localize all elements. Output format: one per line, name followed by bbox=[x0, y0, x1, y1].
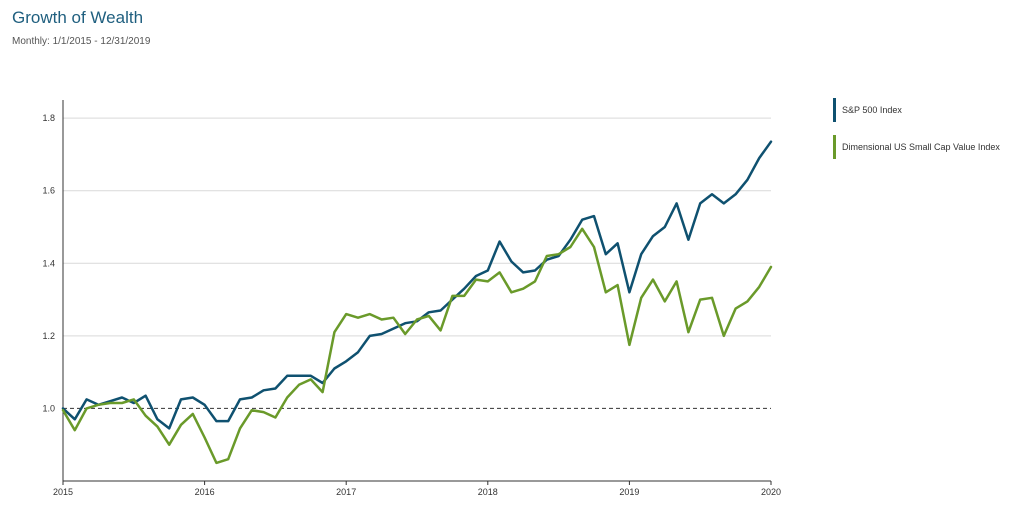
x-tick-label: 2016 bbox=[195, 487, 215, 497]
x-tick-label: 2017 bbox=[336, 487, 356, 497]
y-tick-labels: 1.0 1.2 1.4 1.6 1.8 bbox=[42, 113, 55, 413]
series-line-small-cap-value bbox=[61, 227, 773, 465]
legend-swatch bbox=[833, 98, 836, 122]
legend-label: S&P 500 Index bbox=[842, 105, 902, 115]
series-line-sp500 bbox=[61, 140, 773, 430]
series-lines bbox=[61, 140, 773, 465]
legend: S&P 500 Index Dimensional US Small Cap Va… bbox=[833, 98, 1000, 159]
y-tick-label: 1.8 bbox=[42, 113, 55, 123]
x-tick-label: 2019 bbox=[619, 487, 639, 497]
x-tick-label: 2015 bbox=[53, 487, 73, 497]
gridlines bbox=[63, 117, 771, 337]
x-tick-label: 2020 bbox=[761, 487, 781, 497]
y-tick-label: 1.0 bbox=[42, 403, 55, 413]
legend-item: Dimensional US Small Cap Value Index bbox=[833, 135, 1000, 159]
x-tick-labels: 2015 2016 2017 2018 2019 2020 bbox=[53, 481, 781, 497]
x-tick-label: 2018 bbox=[478, 487, 498, 497]
y-tick-label: 1.2 bbox=[42, 331, 55, 341]
legend-label: Dimensional US Small Cap Value Index bbox=[842, 142, 1000, 152]
legend-item: S&P 500 Index bbox=[833, 98, 902, 122]
chart-subtitle: Monthly: 1/1/2015 - 12/31/2019 bbox=[12, 36, 151, 47]
chart-title: Growth of Wealth bbox=[12, 8, 144, 27]
y-tick-label: 1.4 bbox=[42, 258, 55, 268]
legend-swatch bbox=[833, 135, 836, 159]
y-tick-label: 1.6 bbox=[42, 186, 55, 196]
